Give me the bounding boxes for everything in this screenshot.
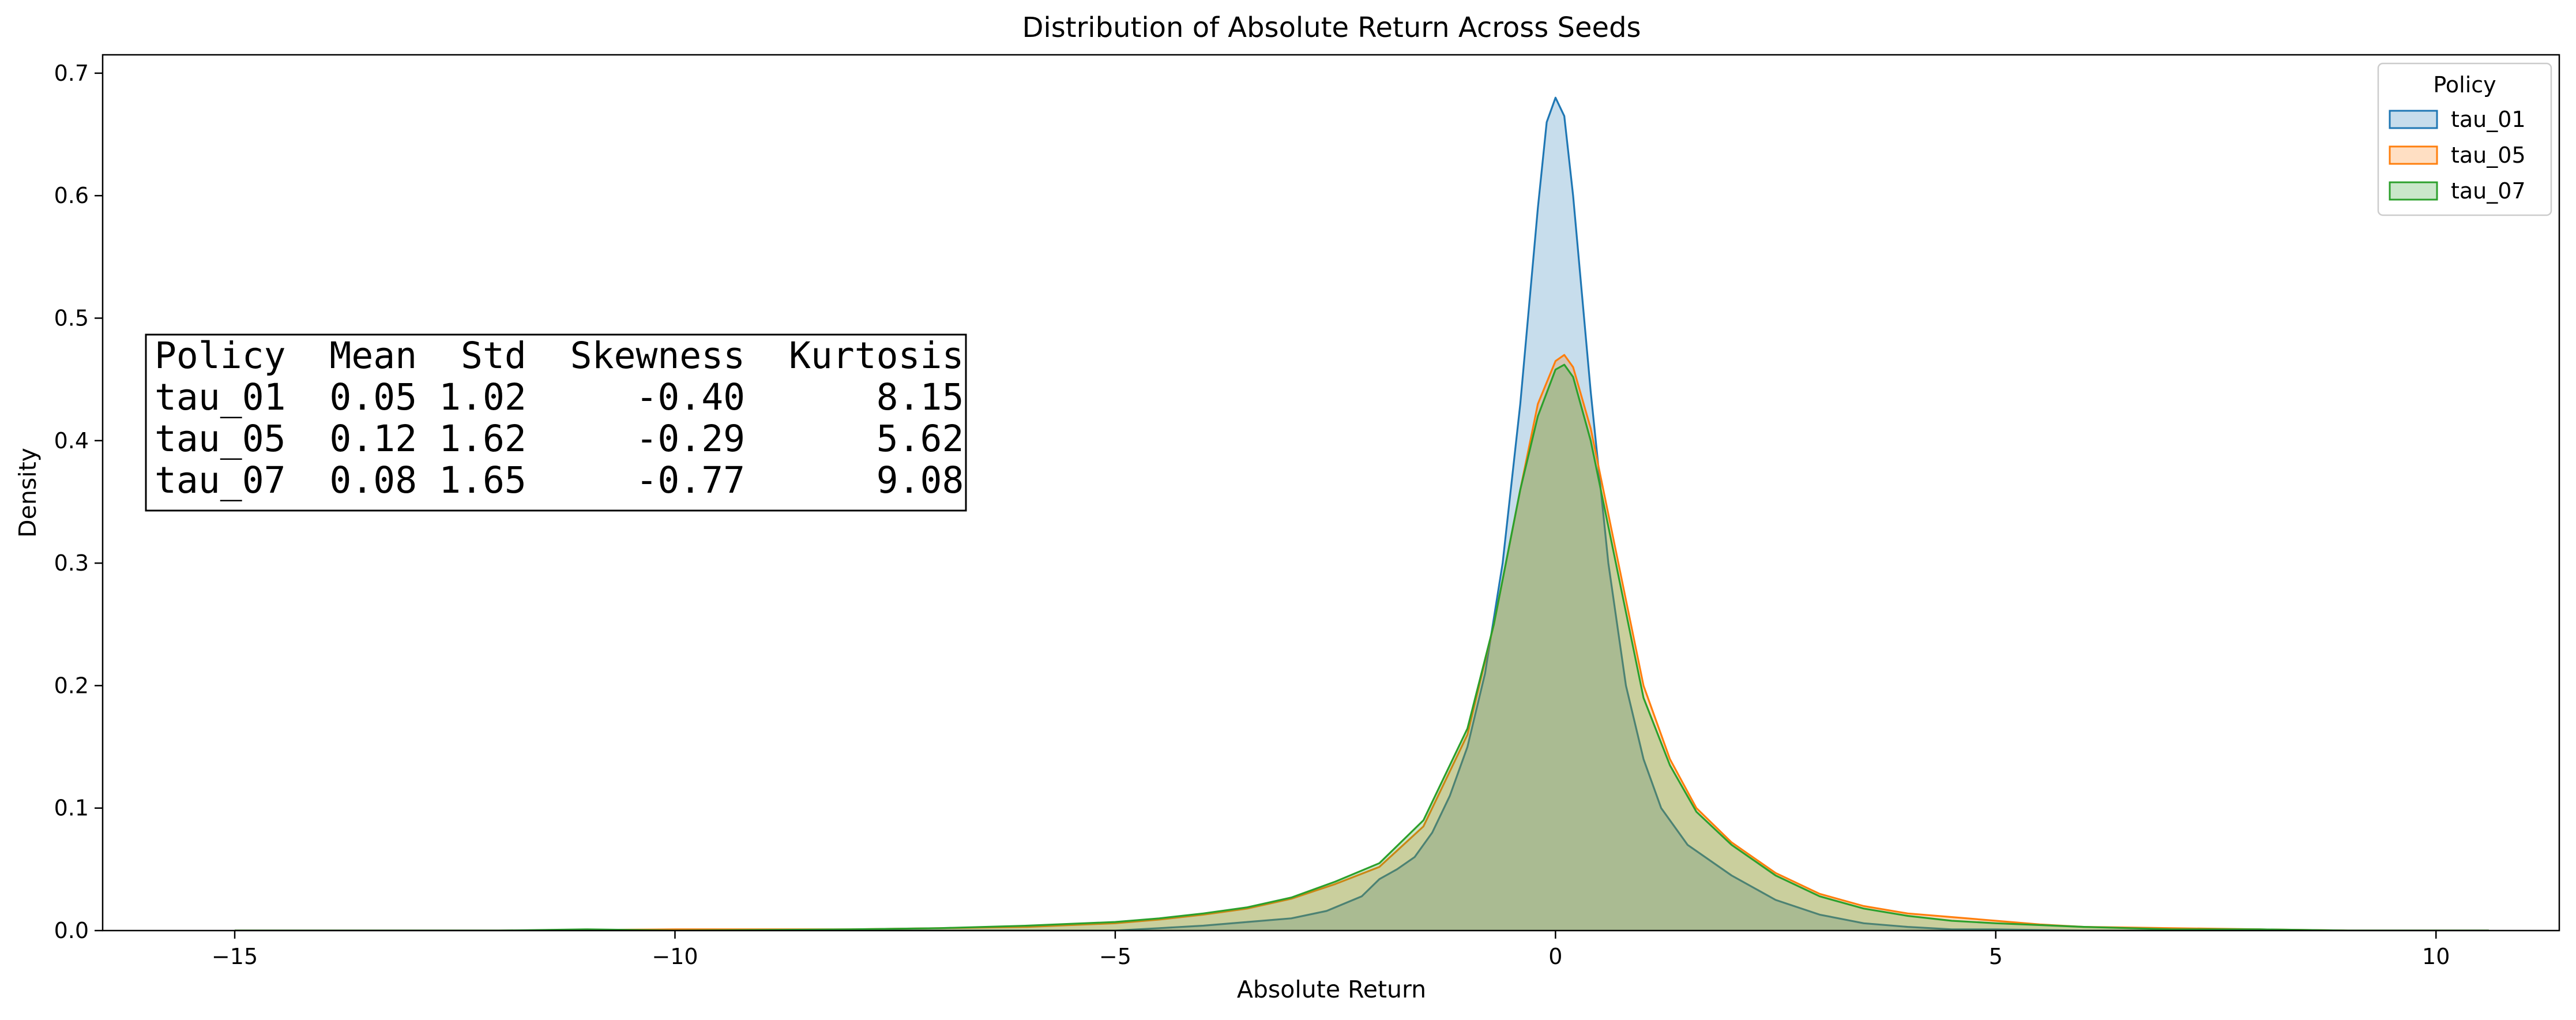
x-tick-label: 5 [1989, 944, 2003, 969]
stats-table: Policy Mean Std Skewness Kurtosis tau_01… [145, 333, 967, 512]
y-axis: 0.0 0.1 0.2 0.3 0.4 0.5 0.6 0.7 [54, 61, 103, 943]
y-tick-label: 0.4 [54, 428, 89, 453]
legend: Policy tau_01 tau_05 tau_07 [2377, 62, 2552, 216]
stats-table-frame [145, 333, 967, 512]
legend-label-tau_07: tau_07 [2451, 178, 2526, 204]
plot-area [101, 54, 2560, 932]
y-tick-label: 0.3 [54, 550, 89, 576]
legend-label-tau_01: tau_01 [2451, 107, 2526, 132]
stats-table-header: Policy Mean Std Skewness Kurtosis [155, 335, 964, 377]
y-tick-label: 0.7 [54, 61, 89, 86]
legend-swatch-tau_07 [2389, 181, 2438, 201]
x-tick-label: −15 [212, 944, 258, 969]
x-tick-label: −10 [652, 944, 698, 969]
legend-swatch-tau_05 [2389, 145, 2438, 165]
legend-frame [2377, 62, 2552, 216]
x-axis: −15 −10 −5 0 5 10 [212, 931, 2450, 969]
series-line-tau_05 [235, 354, 2489, 931]
y-tick-label: 0.6 [54, 183, 89, 208]
y-tick-label: 0.0 [54, 918, 89, 943]
x-tick-label: 0 [1548, 944, 1562, 969]
stats-table-row: tau_01 0.05 1.02 -0.40 8.15 [155, 376, 964, 418]
plot-frame [101, 54, 2560, 932]
legend-title: Policy [2433, 72, 2496, 97]
legend-label-tau_05: tau_05 [2451, 142, 2526, 168]
y-tick-label: 0.2 [54, 673, 89, 698]
x-axis-label: Absolute Return [1237, 976, 1426, 1003]
x-tick-label: 10 [2422, 944, 2450, 969]
series-line-tau_01 [235, 96, 2489, 931]
chart-title: Distribution of Absolute Return Across S… [1022, 12, 1641, 44]
series-line-tau_07 [235, 363, 2489, 931]
series-layer [235, 96, 2489, 931]
stats-table-row: tau_07 0.08 1.65 -0.77 9.08 [155, 459, 964, 501]
x-tick-label: −5 [1099, 944, 1131, 969]
legend-swatch-tau_01 [2389, 110, 2438, 129]
legend-entries: tau_01 tau_05 tau_07 [2389, 107, 2526, 204]
stats-table-row: tau_05 0.12 1.62 -0.29 5.62 [155, 418, 964, 460]
y-tick-label: 0.5 [54, 305, 89, 331]
y-tick-label: 0.1 [54, 796, 89, 821]
series-area-tau_01 [235, 97, 2489, 931]
y-axis-label: Density [14, 448, 42, 538]
